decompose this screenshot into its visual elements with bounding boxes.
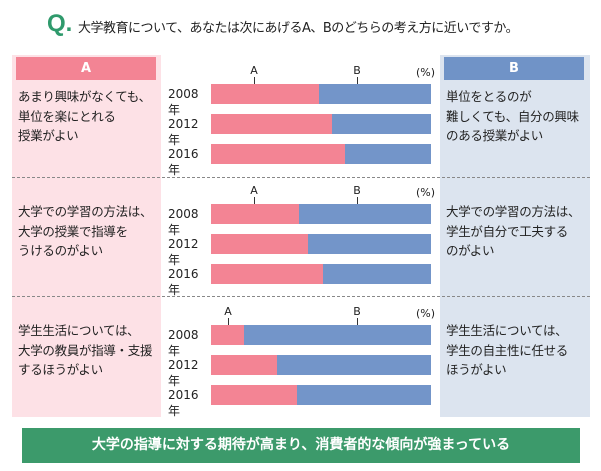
bar-a xyxy=(211,355,277,375)
marker-a-label: A xyxy=(250,64,258,77)
marker-a-tick xyxy=(228,318,229,325)
year-label: 2008年 xyxy=(168,87,199,117)
option-a-header: A xyxy=(16,57,156,80)
year-label: 2016年 xyxy=(168,267,199,297)
question-mark: Q. xyxy=(47,10,73,37)
bar-a xyxy=(211,204,299,224)
bar-b xyxy=(211,355,431,375)
option-a-text: あまり興味がなくても、 単位を楽にとれる 授業がよい xyxy=(18,89,151,143)
bar-b xyxy=(211,144,431,164)
bar-a xyxy=(211,234,308,254)
option-b-text: 学生生活については、 学生の自主性に任せる ほうがよい xyxy=(446,323,569,377)
bar-b xyxy=(211,264,431,284)
option-b-text: 単位をとるのが 難しくても、自分の興味 のある授業がよい xyxy=(446,89,579,143)
year-label: 2008年 xyxy=(168,207,199,237)
bar-a xyxy=(211,385,297,405)
option-b-panel xyxy=(440,55,590,417)
marker-b-label: B xyxy=(353,64,361,77)
option-b-header: B xyxy=(444,57,584,80)
unit-label: (%) xyxy=(416,307,436,320)
year-label: 2016年 xyxy=(168,388,199,418)
marker-a-tick xyxy=(254,197,255,204)
unit-label: (%) xyxy=(416,186,436,199)
marker-b-label: B xyxy=(353,305,361,318)
bar-a xyxy=(211,84,319,104)
bar-a xyxy=(211,264,324,284)
bar-b xyxy=(211,385,431,405)
divider xyxy=(12,296,590,297)
option-a-text: 学生生活については、 大学の教員が指導・支援 するほうがよい xyxy=(18,323,153,377)
bar-b xyxy=(211,204,431,224)
bar-a xyxy=(211,144,346,164)
bar-b xyxy=(211,234,431,254)
year-label: 2012年 xyxy=(168,358,199,388)
year-label: 2008年 xyxy=(168,328,199,358)
year-label: 2012年 xyxy=(168,117,199,147)
bar-a xyxy=(211,325,244,345)
marker-b-tick xyxy=(357,318,358,325)
year-label: 2012年 xyxy=(168,237,199,267)
marker-b-label: B xyxy=(353,184,361,197)
conclusion-banner: 大学の指導に対する期待が高まり、消費者的な傾向が強まっている xyxy=(22,428,580,463)
bar-a xyxy=(211,114,332,134)
question-text: 大学教育について、あなたは次にあげるA、Bのどちらの考え方に近いですか。 xyxy=(78,21,519,36)
marker-b-tick xyxy=(357,197,358,204)
marker-a-tick xyxy=(254,77,255,84)
marker-a-label: A xyxy=(250,184,258,197)
divider xyxy=(12,177,590,178)
bar-b xyxy=(211,84,431,104)
bar-b xyxy=(211,114,431,134)
marker-a-label: A xyxy=(224,305,232,318)
option-b-text: 大学での学習の方法は、 学生が自分で工夫する のがよい xyxy=(446,204,581,258)
year-label: 2016年 xyxy=(168,147,199,177)
unit-label: (%) xyxy=(416,66,436,79)
bar-b xyxy=(211,325,431,345)
option-a-panel xyxy=(12,55,161,417)
marker-b-tick xyxy=(357,77,358,84)
option-a-text: 大学での学習の方法は、 大学の授業で指導を うけるのがよい xyxy=(18,204,153,258)
